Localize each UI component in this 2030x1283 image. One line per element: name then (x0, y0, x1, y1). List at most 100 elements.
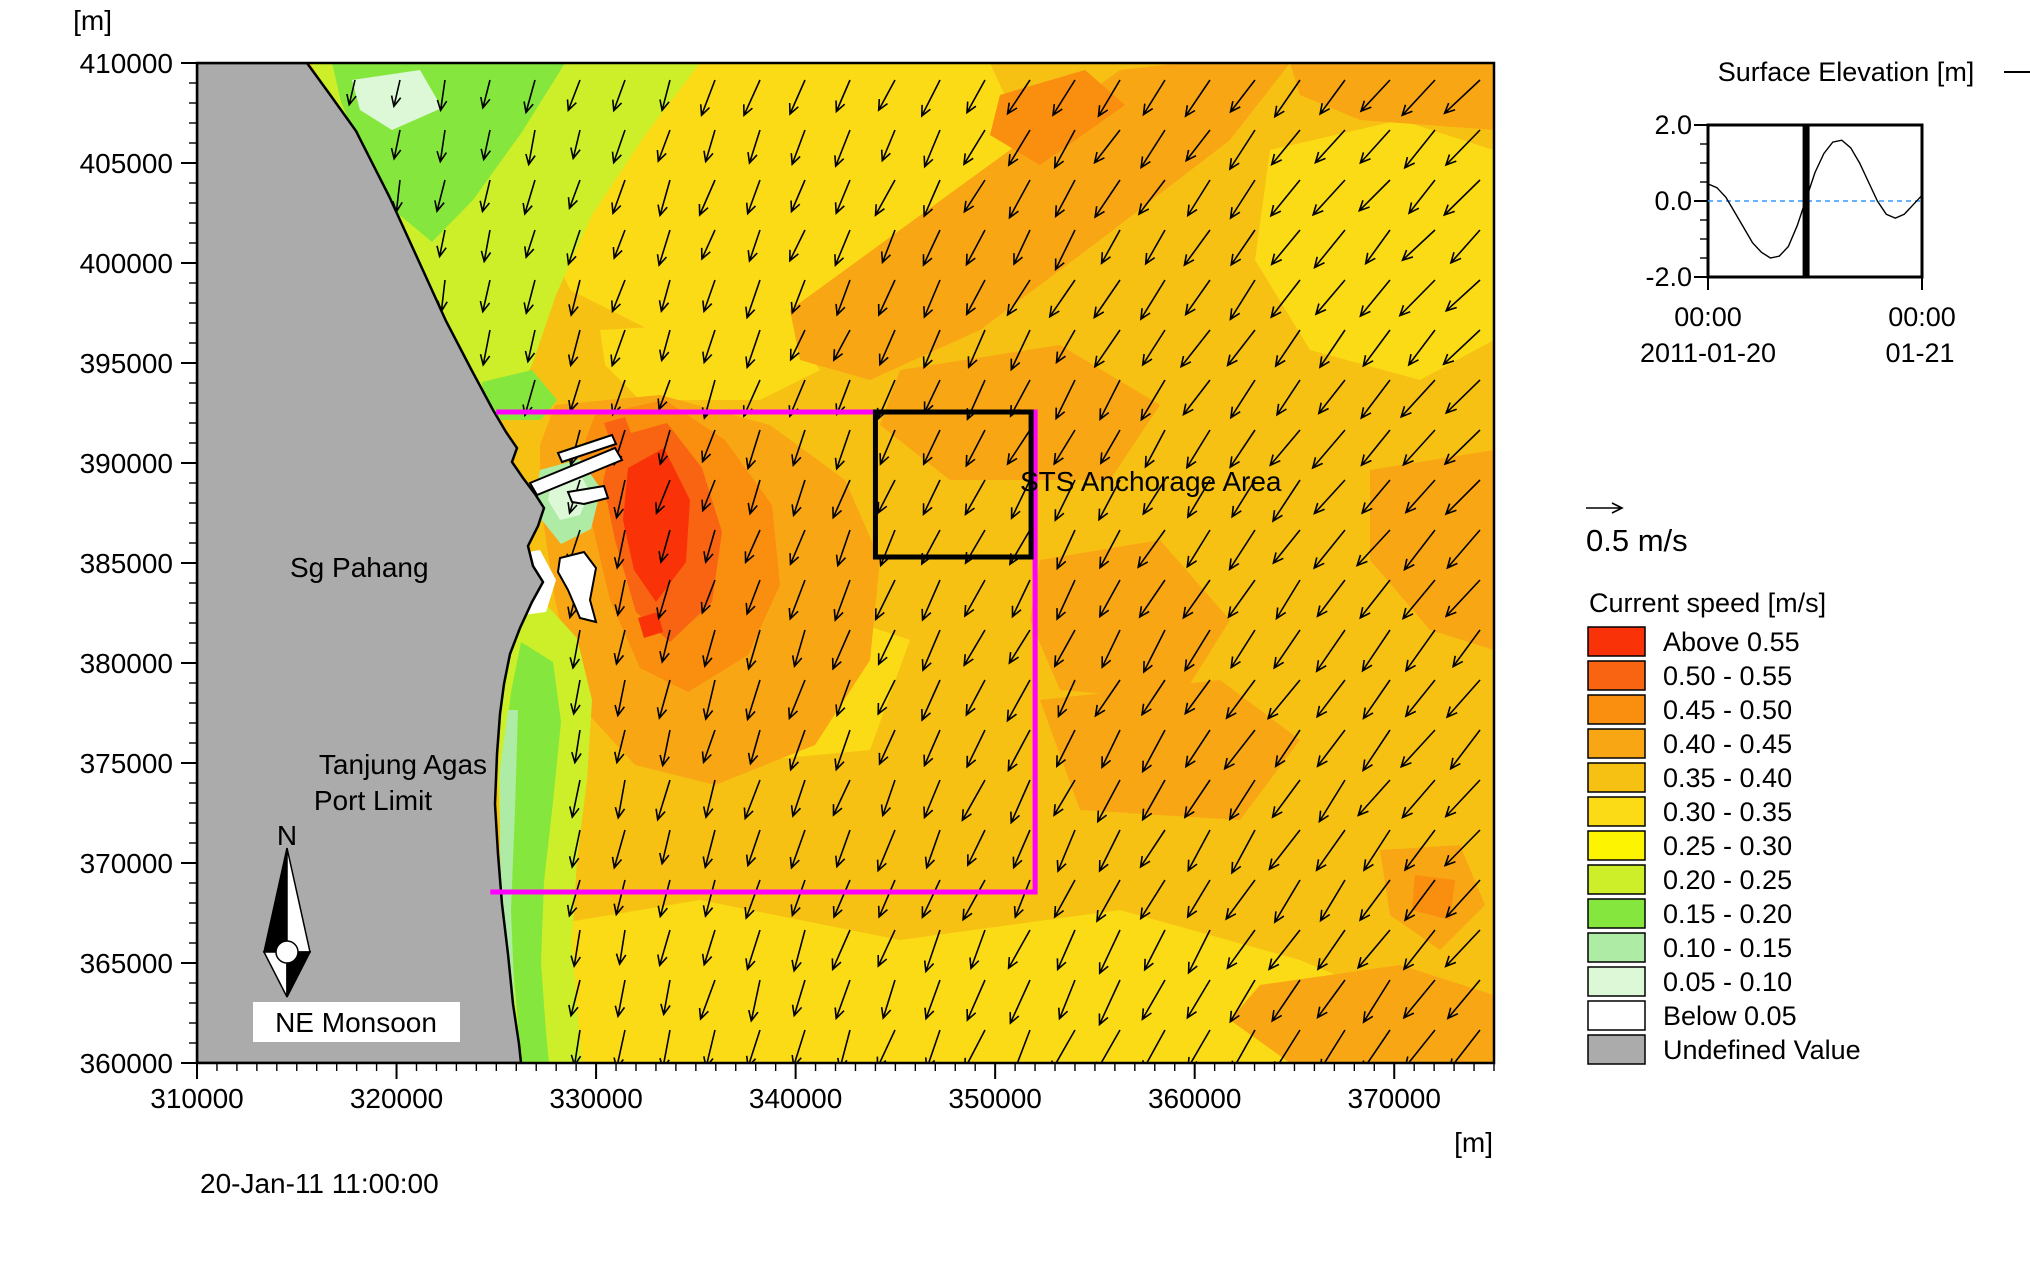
compass-n-label: N (277, 820, 297, 851)
legend-label-040_045: 0.40 - 0.45 (1663, 729, 1792, 759)
label-ne-monsoon: NE Monsoon (275, 1007, 437, 1038)
x-tick-label: 350000 (948, 1083, 1041, 1114)
x-tick-label: 330000 (549, 1083, 642, 1114)
y-tick-label: 395000 (80, 348, 173, 379)
speed-region-040_045 (1040, 680, 1300, 820)
speed-region-040_045 (1030, 540, 1230, 700)
inset-plot (1694, 123, 1924, 290)
label-port-limit: Port Limit (314, 785, 432, 816)
legend-label-045_050: 0.45 - 0.50 (1663, 695, 1792, 725)
y-axis-unit-label: [m] (73, 5, 112, 36)
inset-ytick-2: 2.0 (1654, 110, 1692, 140)
legend-label-005_010: 0.05 - 0.10 (1663, 967, 1792, 997)
legend-label-below_005: Below 0.05 (1663, 1001, 1797, 1031)
legend-label-undefined: Undefined Value (1663, 1035, 1861, 1065)
inset-xtick-left-date: 2011-01-20 (1640, 338, 1776, 368)
tide-curve (1707, 139, 1923, 259)
legend-swatch-030_035 (1587, 796, 1646, 827)
y-tick-label: 380000 (80, 648, 173, 679)
jetty-structure (528, 446, 624, 497)
legend-swatch-020_025 (1587, 864, 1646, 895)
north-compass-icon: N (262, 820, 312, 998)
current-vector-field (346, 79, 1481, 1063)
vector-reference: 0.5 m/s (1586, 502, 1688, 558)
legend-swatch-015_020 (1587, 898, 1646, 929)
speed-region-above_055 (623, 448, 690, 602)
current-arrows (346, 79, 1481, 1063)
speed-region-005_010 (352, 70, 442, 130)
jetty-structure (556, 550, 598, 624)
label-tanjung-agas: Tanjung Agas (319, 749, 487, 780)
map-overlays (490, 409, 1038, 895)
legend-swatch-010_015 (1587, 932, 1646, 963)
speed-region-040_045 (1290, 63, 1494, 130)
surface-elevation-inset: Surface Elevation [m] 2.0 0.0 -2.0 00:00… (1640, 57, 2030, 368)
speed-region-015_020 (482, 370, 557, 420)
legend-swatch-035_040 (1587, 762, 1646, 793)
port-structures (528, 433, 624, 624)
port-limit-line (490, 409, 1038, 895)
y-tick-label: 375000 (80, 748, 173, 779)
x-tick-label: 310000 (150, 1083, 243, 1114)
speed-region-045_050 (1412, 875, 1455, 920)
legend-swatch-050_055 (1587, 660, 1646, 691)
legend-swatch-005_010 (1587, 966, 1646, 997)
legend-label-015_020: 0.15 - 0.20 (1663, 899, 1792, 929)
speed-region-030_035 (1255, 120, 1494, 380)
label-sts-anchorage-area: STS Anchorage Area (1020, 466, 1282, 497)
legend-label-050_055: 0.50 - 0.55 (1663, 661, 1792, 691)
legend-label-above_055: Above 0.55 (1663, 627, 1800, 657)
y-tick-label: 385000 (80, 548, 173, 579)
y-tick-label: 370000 (80, 848, 173, 879)
speed-region-040_045 (1370, 450, 1494, 650)
map-axes: 310000 320000 330000 340000 350000 360000 3700… (80, 48, 1495, 1114)
land-polygon (197, 63, 546, 1063)
monsoon-badge-background (253, 1002, 460, 1042)
legend-title: Current speed [m/s] (1589, 588, 1826, 618)
current-speed-legend: Current speed [m/s] Above 0.55 0.50 - 0.5… (1587, 588, 1861, 1065)
compass-hub (275, 940, 299, 964)
legend-rows: Above 0.55 0.50 - 0.55 0.45 - 0.50 0.40 - 0… (1587, 626, 1861, 1065)
x-tick-label: 320000 (350, 1083, 443, 1114)
map-plot: 310000 320000 330000 340000 350000 360000 3700… (73, 5, 1496, 1199)
legend-label-025_030: 0.25 - 0.30 (1663, 831, 1792, 861)
inset-title: Surface Elevation [m] (1718, 57, 1975, 87)
map-timestamp: 20-Jan-11 11:00:00 (200, 1168, 439, 1199)
y-tick-label: 400000 (80, 248, 173, 279)
reference-arrow-icon (1586, 502, 1624, 514)
speed-region-above_055 (638, 612, 663, 638)
jetty-structure (556, 433, 618, 464)
jetty-structure (566, 484, 610, 506)
x-axis-unit-label: [m] (1454, 1127, 1493, 1158)
legend-swatch-025_030 (1587, 830, 1646, 861)
land-coastline (197, 63, 546, 1063)
x-tick-label: 340000 (749, 1083, 842, 1114)
legend-swatch-undefined (1587, 1034, 1646, 1065)
inset-ytick-neg2: -2.0 (1645, 262, 1692, 292)
speed-region-030_035 (600, 320, 820, 400)
inset-xtick-right-date: 01-21 (1885, 338, 1954, 368)
legend-swatch-above_055 (1587, 626, 1646, 657)
y-tick-label: 405000 (80, 148, 173, 179)
y-tick-label: 390000 (80, 448, 173, 479)
inset-ytick-0: 0.0 (1654, 186, 1692, 216)
speed-region-015_020 (503, 642, 561, 1063)
inset-xtick-left-time: 00:00 (1674, 302, 1742, 332)
reference-arrow-label: 0.5 m/s (1586, 523, 1688, 558)
legend-label-030_035: 0.30 - 0.35 (1663, 797, 1792, 827)
speed-region-040_045 (790, 63, 1290, 380)
sts-anchorage-box (872, 409, 1034, 560)
legend-swatch-below_005 (1587, 1000, 1646, 1031)
legend-label-010_015: 0.10 - 0.15 (1663, 933, 1792, 963)
inset-frame (1706, 123, 1924, 279)
x-tick-label: 360000 (1148, 1083, 1241, 1114)
legend-swatch-040_045 (1587, 728, 1646, 759)
label-sg-pahang: Sg Pahang (290, 552, 429, 583)
y-tick-label: 360000 (80, 1048, 173, 1079)
legend-swatch-045_050 (1587, 694, 1646, 725)
legend-label-035_040: 0.35 - 0.40 (1663, 763, 1792, 793)
y-tick-label: 410000 (80, 48, 173, 79)
x-tick-label: 370000 (1348, 1083, 1441, 1114)
